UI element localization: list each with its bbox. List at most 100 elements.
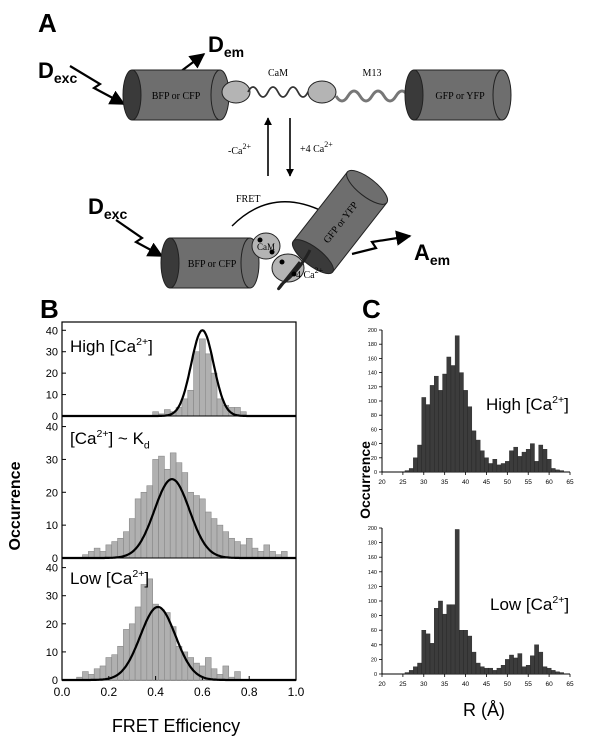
chart-c-bar xyxy=(438,600,443,675)
top-acceptor-cap xyxy=(404,69,424,121)
chart-b-fit-line xyxy=(62,605,296,682)
top-acceptor-cylinder: GFP or YFP xyxy=(404,69,512,121)
chart-c-bar xyxy=(488,667,493,675)
chart-c-ytick-label: 100 xyxy=(368,599,377,605)
chart-c-bar xyxy=(500,665,506,675)
chart-c-ytick-label: 0 xyxy=(374,470,377,476)
top-acceptor-end xyxy=(492,69,512,121)
chart-c-subplot-label: Low [Ca2+] xyxy=(490,594,569,614)
chart-c-bar xyxy=(546,667,552,675)
chart-c-bar xyxy=(530,655,535,675)
chart-c-bar xyxy=(484,457,489,473)
chart-c-bar xyxy=(471,651,477,675)
chart-c-bar xyxy=(505,659,510,675)
chart-b-subplot-2: 0 10 20 30 40 [Ca2+] ~ Kd xyxy=(46,415,296,565)
chart-b-bar xyxy=(228,537,235,559)
chart-c-bar xyxy=(525,449,531,473)
chart-b-ytick-label: 20 xyxy=(46,487,58,499)
chart-c-bar xyxy=(534,644,539,675)
chart-b-bar xyxy=(234,541,241,559)
chart-c-xtick-label: 55 xyxy=(525,681,533,688)
chart-c-ytick-label: 160 xyxy=(368,555,377,561)
panel-b-label: B xyxy=(40,294,59,324)
chart-b-subplot-1: 0 10 20 30 40 High [Ca2+] xyxy=(46,325,296,423)
chart-c-bar xyxy=(467,406,473,473)
chart-c-bar xyxy=(492,459,498,473)
chart-b-bar xyxy=(111,541,118,559)
chart-b-bar xyxy=(205,657,212,681)
chart-c-bar xyxy=(509,654,514,675)
chart-c-bar xyxy=(505,461,510,473)
chart-c-bar xyxy=(438,390,443,473)
chart-c-bar xyxy=(484,667,489,675)
chart-b-bar xyxy=(181,398,189,417)
chart-c-bar xyxy=(408,670,414,675)
chart-c-bar xyxy=(413,666,418,675)
chart-b-bar xyxy=(240,544,247,559)
chart-b-bar xyxy=(158,609,165,681)
chart-b-bar xyxy=(199,498,206,559)
chart-c-bar xyxy=(530,443,535,473)
chart-b-ytick-label: 40 xyxy=(46,325,58,337)
top-excitation-arrow xyxy=(69,65,126,105)
top-donor-label: BFP or CFP xyxy=(152,91,201,102)
chart-c-ytick-label: 60 xyxy=(371,628,377,634)
chart-b-bar xyxy=(82,671,89,681)
top-cam-lobe-c xyxy=(307,80,337,104)
chart-c-bar xyxy=(500,463,506,473)
chart-b-ytick-label: 0 xyxy=(52,675,58,687)
chart-c-bar xyxy=(496,464,502,473)
calcium-ion-2 xyxy=(269,249,275,255)
bottom-cam-label: CaM xyxy=(257,242,275,252)
chart-c-ytick-label: 40 xyxy=(371,442,377,448)
bottom-acceptor-cylinder: GFP or YFP xyxy=(291,169,389,275)
panel-c-label: C xyxy=(362,294,381,324)
top-dem-label: Dem xyxy=(208,32,244,60)
equilibrium-arrows: -Ca2+ +4 Ca2+ xyxy=(228,117,333,177)
chart-c-bar xyxy=(442,613,447,675)
chart-b-bar xyxy=(222,531,230,559)
chart-c-bar xyxy=(479,450,485,473)
chart-c-ytick-label: 140 xyxy=(368,570,377,576)
chart-c-bar xyxy=(446,604,452,675)
chart-b-xtick-label: 0.6 xyxy=(194,685,211,699)
chart-b-xtick-label: 0.0 xyxy=(54,685,71,699)
chart-b-ytick-label: 30 xyxy=(46,347,58,359)
chart-c-subplot-label: High [Ca2+] xyxy=(486,394,569,414)
chart-b-bar xyxy=(187,491,194,559)
chart-b-ytick-label: 40 xyxy=(46,422,58,434)
top-donor-cylinder: BFP or CFP xyxy=(122,69,230,121)
chart-c-xtick-label: 35 xyxy=(441,479,449,486)
chart-c-bar xyxy=(404,672,410,675)
chart-c-xtick-label: 45 xyxy=(483,479,491,486)
chart-c-ytick-label: 200 xyxy=(368,526,377,532)
chart-c-bar xyxy=(454,529,460,675)
chart-c-ytick-label: 100 xyxy=(368,399,377,405)
panel-a: A Dexc Dem BFP or CFP CaM xyxy=(38,8,512,291)
chart-c-bar xyxy=(538,651,544,675)
chart-c-bar xyxy=(425,633,431,675)
chart-c-bar xyxy=(454,335,460,473)
chart-c-ytick-label: 200 xyxy=(368,328,377,334)
chart-b-xtick-label: 0.8 xyxy=(241,685,258,699)
chart-c-bar xyxy=(408,468,414,473)
chart-b-xlabel: FRET Efficiency xyxy=(112,716,240,736)
bottom-donor-label: BFP or CFP xyxy=(188,259,237,270)
chart-b-bar xyxy=(158,455,165,559)
chart-b-bar xyxy=(105,544,113,559)
chart-c-ytick-label: 80 xyxy=(371,614,377,620)
top-cam-label: CaM xyxy=(268,68,288,79)
chart-c-bar xyxy=(551,670,556,675)
chart-b-ytick-label: 0 xyxy=(52,411,58,423)
panel-a-label: A xyxy=(38,8,57,38)
chart-c-xtick-label: 40 xyxy=(462,479,470,486)
chart-b-ytick-label: 40 xyxy=(46,563,58,575)
chart-c-bar xyxy=(513,446,518,473)
calcium-ion-3 xyxy=(279,259,285,265)
chart-c-bar xyxy=(467,635,473,675)
chart-b-ytick-label: 10 xyxy=(46,390,58,402)
